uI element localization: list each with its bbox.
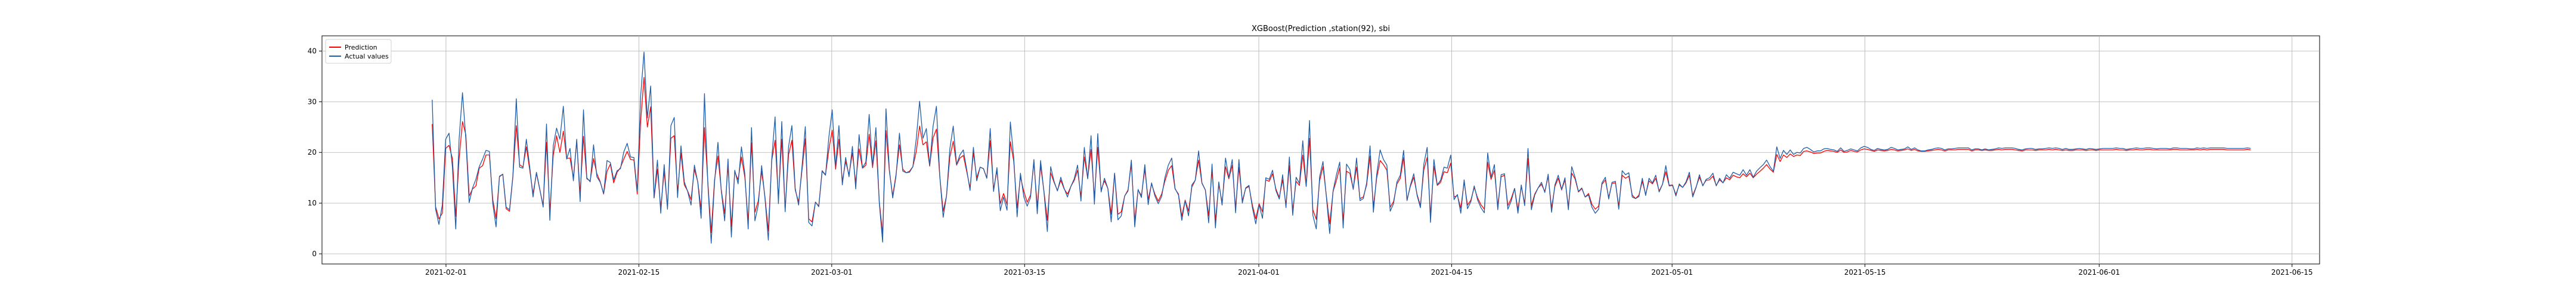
x-tick-label: 2021-04-01	[1238, 268, 1280, 277]
chart-title: XGBoost(Prediction ,station(92), sbi	[1252, 24, 1390, 33]
y-tick-label: 40	[308, 47, 317, 55]
grid-lines	[322, 36, 2320, 264]
y-tick-label: 20	[308, 148, 317, 156]
y-tick-label: 10	[308, 199, 317, 207]
x-tick-label: 2021-02-15	[618, 268, 660, 277]
series-line-actual-values	[432, 51, 2251, 244]
x-tick-label: 2021-04-15	[1431, 268, 1473, 277]
legend: Prediction Actual values	[325, 39, 392, 64]
x-tick-label: 2021-05-01	[1651, 268, 1693, 277]
legend-label: Prediction	[345, 44, 377, 51]
x-tick-label: 2021-06-01	[2078, 268, 2120, 277]
x-tick-label: 2021-05-15	[1844, 268, 1886, 277]
x-tick-label: 2021-03-01	[811, 268, 853, 277]
y-tick-label: 30	[308, 97, 317, 106]
series-layer	[432, 51, 2251, 244]
axes: 2021-02-01 2021-02-15 2021-03-01 2021-03-15…	[308, 47, 2313, 277]
legend-box	[325, 39, 392, 64]
y-tick-label: 0	[312, 250, 317, 258]
x-tick-label: 2021-03-15	[1004, 268, 1045, 277]
legend-label: Actual values	[345, 53, 389, 60]
x-tick-label: 2021-06-15	[2271, 268, 2313, 277]
x-tick-label: 2021-02-01	[425, 268, 467, 277]
